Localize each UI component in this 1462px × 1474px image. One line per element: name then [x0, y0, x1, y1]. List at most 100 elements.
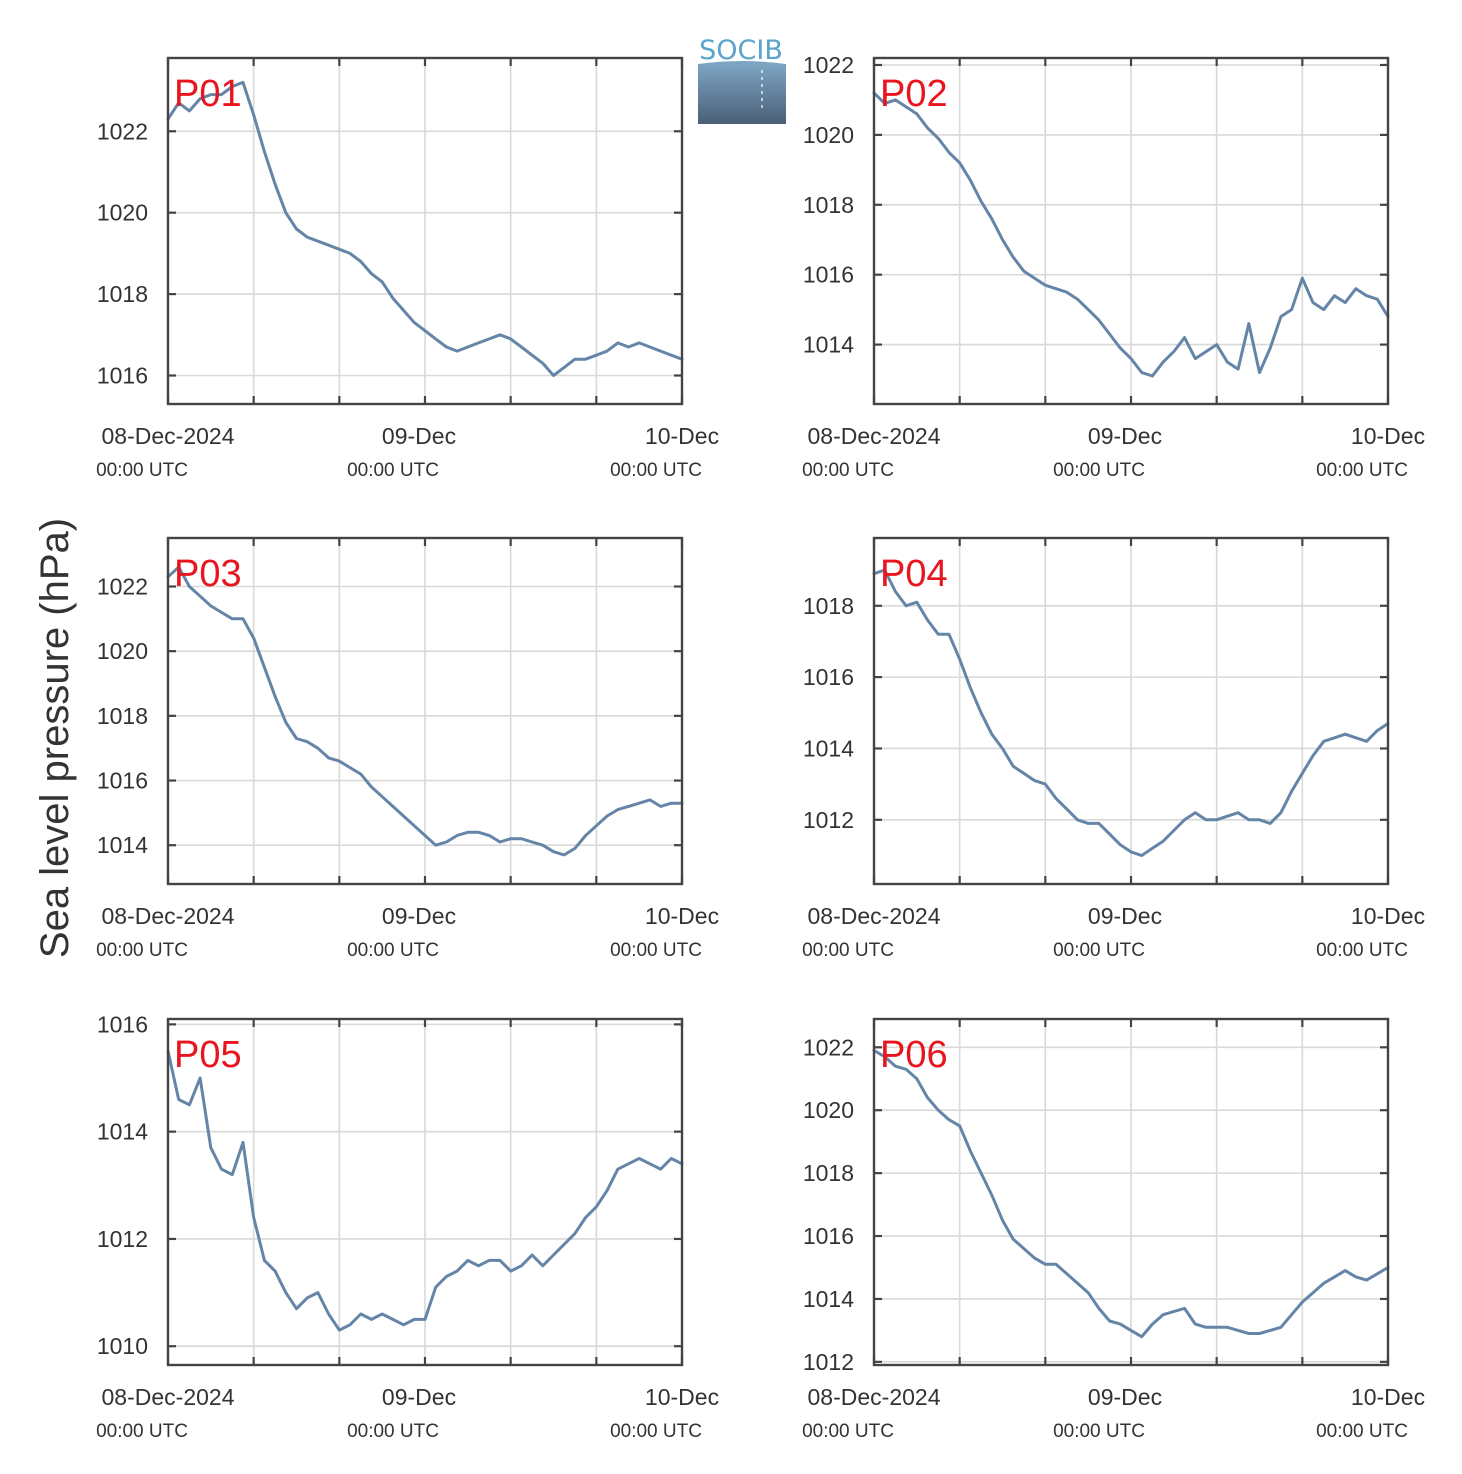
data-point	[1280, 315, 1282, 318]
data-point	[1215, 819, 1218, 821]
panel-label: P03	[174, 553, 242, 595]
data-point	[1055, 287, 1057, 290]
data-point	[552, 850, 555, 853]
panel-p05: 1010 1012 1014 1016 08-Dec-2024 00:00 UTC 09-D…	[96, 1011, 719, 1442]
data-point	[199, 595, 201, 597]
data-point	[1194, 1323, 1197, 1325]
y-tick-label: 1016	[97, 1011, 148, 1037]
data-point	[445, 841, 448, 843]
data-point	[1066, 808, 1068, 810]
data-point	[295, 737, 298, 740]
data-point	[1044, 783, 1047, 785]
data-point	[1066, 1273, 1068, 1275]
x-tick-label: 08-Dec-2024	[808, 903, 941, 929]
data-point	[263, 1259, 266, 1262]
data-point	[327, 244, 330, 246]
data-point	[638, 342, 640, 344]
data-point	[317, 1291, 319, 1294]
data-point	[274, 695, 276, 698]
data-point	[1023, 772, 1025, 775]
data-point	[1226, 361, 1229, 363]
data-point	[584, 834, 587, 837]
data-point	[1087, 308, 1089, 311]
panel-label: P05	[174, 1034, 242, 1076]
data-point	[1280, 1326, 1282, 1329]
data-point	[488, 338, 491, 340]
y-tick-label: 1022	[803, 52, 854, 78]
y-tick-label: 1016	[97, 363, 148, 389]
data-point	[306, 740, 309, 743]
data-point	[617, 1168, 619, 1170]
data-point	[188, 585, 191, 588]
data-point	[1237, 1329, 1239, 1332]
data-point	[894, 590, 897, 593]
data-point	[991, 1194, 993, 1196]
data-point	[969, 1150, 972, 1152]
data-point	[1290, 790, 1293, 793]
data-point	[467, 346, 469, 348]
data-point	[1162, 1313, 1164, 1316]
y-tick-label: 1010	[97, 1333, 148, 1359]
data-point	[360, 1313, 362, 1315]
data-point	[1365, 1279, 1368, 1281]
panel-label: P01	[174, 73, 242, 115]
data-point	[1355, 1276, 1357, 1278]
x-tick-sublabel: 00:00 UTC	[347, 1421, 439, 1442]
x-tick-sublabel: 00:00 UTC	[610, 940, 702, 961]
data-point	[413, 1318, 416, 1321]
x-tick-sublabel: 00:00 UTC	[1053, 940, 1145, 961]
data-point	[1237, 368, 1239, 370]
x-tick-label: 10-Dec	[645, 423, 719, 449]
data-point	[1108, 333, 1111, 335]
plot-frame	[166, 536, 684, 886]
data-point	[926, 1096, 929, 1099]
data-point	[177, 1098, 180, 1101]
data-point	[1280, 811, 1282, 814]
data-point	[509, 1270, 512, 1272]
data-point	[499, 334, 501, 336]
data-point	[456, 1270, 458, 1272]
data-point	[1248, 819, 1250, 821]
x-tick-sublabel: 00:00 UTC	[347, 460, 439, 481]
data-point	[285, 1291, 287, 1294]
data-point	[263, 666, 266, 669]
x-tick-label: 10-Dec	[645, 1384, 719, 1410]
data-point	[980, 200, 982, 203]
data-point	[916, 113, 918, 115]
x-tick-label: 10-Dec	[645, 903, 719, 929]
y-tick-label: 1020	[97, 638, 148, 664]
x-tick-label: 09-Dec	[382, 423, 456, 449]
data-point	[1237, 811, 1239, 814]
data-point	[327, 757, 330, 759]
data-point	[1323, 308, 1325, 311]
data-point	[574, 1232, 576, 1235]
data-point	[1365, 740, 1368, 743]
data-point	[509, 338, 512, 340]
data-point	[338, 1329, 341, 1331]
data-point	[424, 1318, 426, 1321]
data-point	[424, 834, 426, 837]
data-point	[1376, 298, 1379, 301]
data-point	[883, 569, 886, 571]
data-point	[1119, 1323, 1122, 1325]
data-point	[606, 1189, 608, 1192]
data-point	[381, 281, 384, 283]
data-point	[370, 1318, 373, 1321]
data-point	[1205, 350, 1207, 353]
x-tick-sublabel: 00:00 UTC	[96, 460, 188, 481]
data-point	[617, 342, 619, 344]
data-point	[552, 1254, 555, 1256]
data-point	[1098, 1307, 1100, 1310]
data-point	[413, 321, 416, 324]
data-point	[937, 1109, 940, 1111]
data-point	[980, 1172, 982, 1174]
data-point	[574, 358, 576, 361]
data-point	[916, 601, 918, 603]
data-point	[1248, 1332, 1250, 1335]
data-point	[905, 605, 907, 607]
data-point	[1183, 1307, 1186, 1310]
data-point	[1194, 811, 1197, 814]
data-point	[252, 1216, 255, 1219]
data-point	[1151, 375, 1154, 377]
y-tick-label: 1016	[803, 1223, 854, 1249]
